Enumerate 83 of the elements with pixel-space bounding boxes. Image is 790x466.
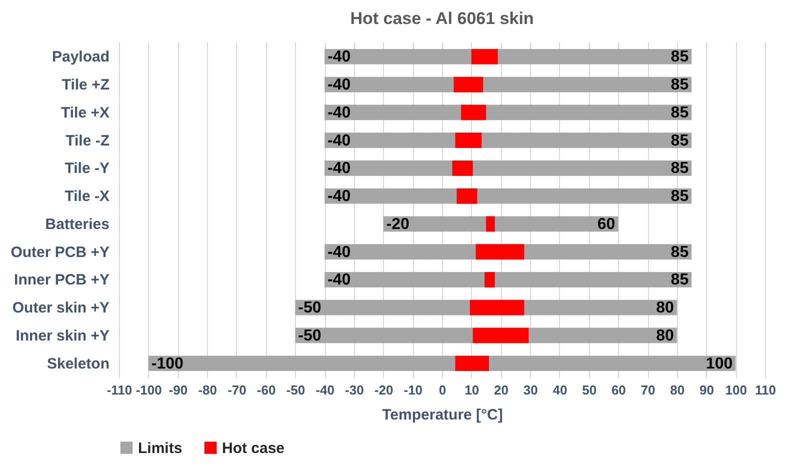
bar: [472, 328, 529, 344]
x-tick-label: 80: [670, 382, 685, 398]
x-tick-label: -20: [374, 382, 394, 398]
x-tick-label: 40: [552, 382, 568, 398]
x-tick-label: 110: [755, 382, 776, 398]
annotation: 85: [670, 188, 689, 206]
x-tick-label: -90: [168, 382, 188, 398]
bar: [452, 160, 473, 176]
y-tick-label: Skeleton: [46, 355, 110, 372]
bar: [471, 48, 498, 64]
bar: [324, 132, 692, 148]
annotation: 85: [670, 104, 689, 122]
annotation: -40: [328, 244, 351, 261]
annotation: -40: [328, 104, 351, 122]
x-tick-label: 10: [464, 382, 480, 398]
y-tick-label: Tile +Z: [62, 76, 110, 94]
bar: [383, 216, 618, 232]
y-tick-label: Payload: [52, 48, 110, 66]
annotation: 80: [656, 300, 674, 317]
x-tick-label: -50: [286, 382, 306, 398]
annotation: -40: [328, 188, 351, 206]
annotation: -100: [151, 355, 184, 372]
annotation: 80: [656, 327, 674, 344]
annotation: -20: [386, 216, 410, 233]
x-tick-label: 60: [611, 382, 626, 398]
y-tick-label: Outer PCB +Y: [10, 244, 110, 261]
bar: [455, 132, 482, 148]
annotation: -40: [328, 48, 351, 66]
bar: [476, 244, 524, 260]
legend-label: Hot case: [222, 440, 285, 457]
y-tick-label: Tile -X: [64, 188, 110, 206]
y-tick-label: Inner skin +Y: [16, 327, 110, 344]
y-tick-label: Tile -Y: [64, 160, 110, 178]
x-tick-label: 30: [523, 382, 538, 398]
x-tick-label: 50: [582, 382, 597, 398]
x-tick-label: 90: [700, 382, 714, 398]
annotation: -40: [328, 76, 351, 94]
x-tick-label: 100: [725, 382, 747, 398]
x-tick-label: -80: [198, 382, 217, 398]
x-tick-label: -100: [136, 382, 162, 398]
bar: [455, 356, 489, 372]
x-tick-label: -10: [404, 382, 423, 398]
bar: [148, 356, 736, 372]
bar: [470, 300, 524, 316]
annotation: 85: [670, 272, 689, 289]
y-tick-label: Batteries: [45, 216, 110, 233]
bar: [484, 272, 495, 288]
x-tick-label: 70: [640, 382, 656, 398]
annotation: 100: [706, 355, 733, 372]
bar: [324, 160, 692, 176]
x-axis-title: Temperature [°C]: [382, 406, 503, 424]
annotation: -50: [298, 300, 322, 317]
annotation: 85: [670, 160, 689, 178]
bar: [486, 216, 495, 232]
bar: [324, 48, 692, 64]
annotation: 85: [670, 76, 689, 94]
x-tick-label: -60: [256, 382, 276, 398]
x-tick-label: 0: [438, 382, 446, 398]
y-tick-label: Inner PCB +Y: [14, 272, 110, 289]
x-tick-label: -30: [345, 382, 364, 398]
bar: [324, 104, 692, 120]
y-tick-label: Tile -Z: [66, 132, 110, 150]
x-tick-label: -110: [106, 382, 132, 398]
x-tick-label: -40: [316, 382, 334, 398]
bar: [454, 76, 484, 92]
annotation: 85: [670, 48, 689, 66]
annotation: 85: [670, 244, 689, 261]
x-tick-label: 20: [494, 382, 508, 398]
annotation: -40: [328, 160, 351, 178]
x-tick-label: -70: [228, 382, 246, 398]
y-tick-label: Outer skin +Y: [12, 300, 110, 317]
bar: [324, 188, 692, 204]
legend-label: Limits: [138, 440, 182, 457]
bar: [456, 188, 478, 204]
chart-title: Hot case - Al 6061 skin: [350, 9, 534, 28]
annotation: -50: [298, 327, 322, 344]
y-tick-label: Tile +X: [60, 104, 110, 122]
bar: [324, 272, 692, 288]
bar: [461, 104, 486, 120]
annotation: 60: [597, 216, 616, 233]
annotation: -40: [328, 132, 351, 150]
annotation: -40: [328, 272, 351, 289]
annotation: 85: [670, 132, 689, 150]
